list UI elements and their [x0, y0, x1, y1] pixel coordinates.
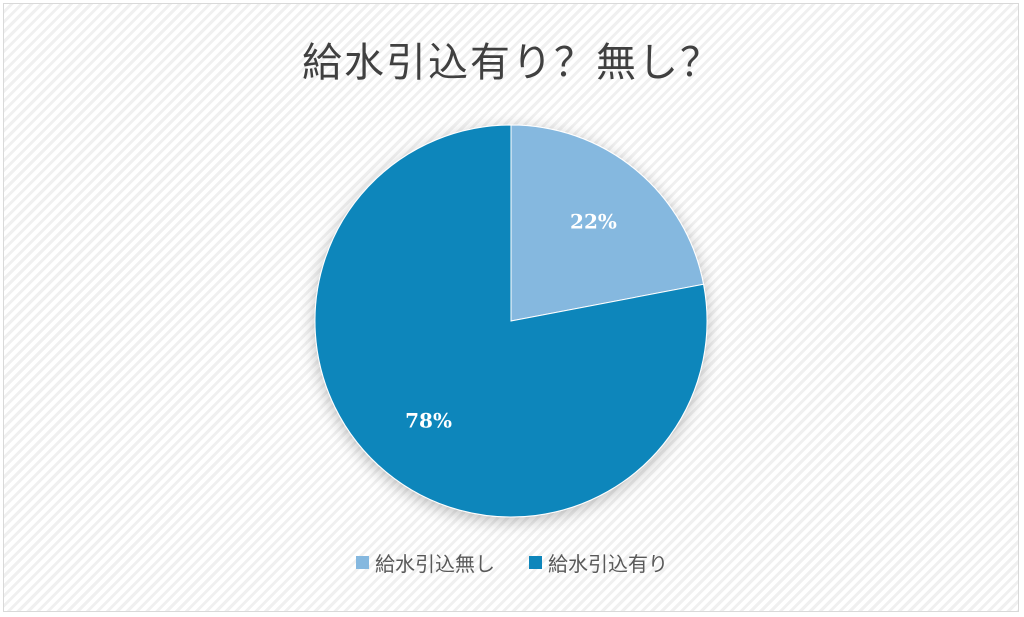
- legend-item: 給水引込有り: [529, 548, 668, 577]
- legend-swatch: [529, 556, 542, 569]
- data-label: 22%: [570, 209, 617, 233]
- chart-title: 給水引込有り？無し？: [302, 40, 722, 86]
- legend-label: 給水引込無し: [375, 552, 495, 576]
- data-label: 78%: [405, 409, 452, 433]
- legend-item: 給水引込無し: [356, 548, 495, 577]
- legend: 給水引込無し 給水引込有り: [0, 548, 1024, 577]
- pie-slice: [314, 124, 708, 518]
- legend-label: 給水引込有り: [548, 552, 668, 576]
- pie-slice: [510, 124, 705, 322]
- legend-swatch: [356, 556, 369, 569]
